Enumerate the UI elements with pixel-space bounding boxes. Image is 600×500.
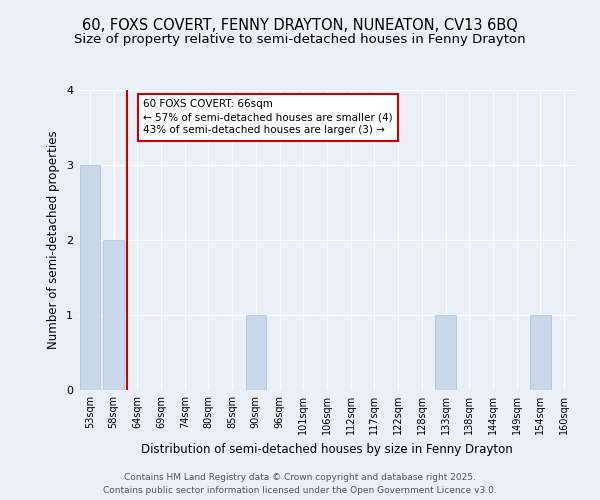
Bar xyxy=(80,165,100,390)
Text: Size of property relative to semi-detached houses in Fenny Drayton: Size of property relative to semi-detach… xyxy=(74,32,526,46)
Bar xyxy=(103,240,124,390)
Text: 60, FOXS COVERT, FENNY DRAYTON, NUNEATON, CV13 6BQ: 60, FOXS COVERT, FENNY DRAYTON, NUNEATON… xyxy=(82,18,518,32)
Bar xyxy=(530,315,551,390)
Bar xyxy=(246,315,266,390)
Text: 60 FOXS COVERT: 66sqm
← 57% of semi-detached houses are smaller (4)
43% of semi-: 60 FOXS COVERT: 66sqm ← 57% of semi-deta… xyxy=(143,99,392,136)
Bar xyxy=(436,315,455,390)
Y-axis label: Number of semi-detached properties: Number of semi-detached properties xyxy=(47,130,61,350)
Text: Contains HM Land Registry data © Crown copyright and database right 2025.
Contai: Contains HM Land Registry data © Crown c… xyxy=(103,473,497,495)
X-axis label: Distribution of semi-detached houses by size in Fenny Drayton: Distribution of semi-detached houses by … xyxy=(141,442,513,456)
